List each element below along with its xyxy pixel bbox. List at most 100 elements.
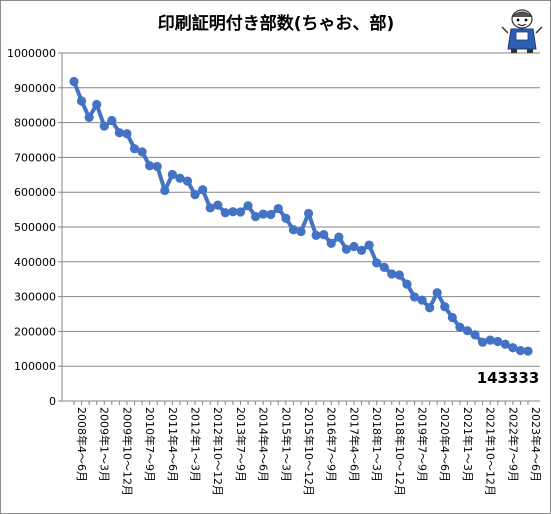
x-tick-label: 2018年10～12月 (393, 407, 407, 496)
data-point (440, 302, 450, 312)
data-point (349, 241, 359, 252)
y-axis-ticks: 0 100000 200000 300000 400000 500000 600000 700… (7, 47, 62, 408)
data-point (500, 339, 510, 349)
data-point (137, 147, 147, 157)
data-point (523, 346, 533, 356)
x-axis-ticks: 2008年4～6月 2009年1～3月 2009年10～12月 2010年7～9月 20… (73, 401, 543, 496)
data-point (114, 128, 124, 138)
data-point (76, 96, 87, 106)
data-point (372, 258, 382, 268)
x-tick-label: 2015年10～12月 (302, 407, 316, 496)
x-tick-label: 2015年1～3月 (279, 407, 293, 482)
y-tick-label: 500000 (14, 221, 56, 234)
x-tick-label: 2021年1～3月 (461, 407, 475, 482)
chart-title: 印刷証明付き部数(ちゃお、部) (158, 13, 395, 34)
x-tick-label: 2012年1～3月 (189, 407, 203, 482)
gridlines (62, 52, 540, 367)
data-point (175, 173, 185, 183)
y-tick-label: 100000 (14, 360, 56, 373)
data-point (319, 230, 329, 240)
data-point (470, 330, 480, 340)
data-point (281, 213, 291, 223)
data-point (356, 245, 367, 255)
y-tick-label: 1000000 (7, 47, 56, 60)
data-point (145, 161, 155, 171)
x-tick-label: 2011年4～6月 (166, 407, 180, 482)
x-tick-label: 2009年1～3月 (98, 407, 112, 482)
x-tick-label: 2009年10～12月 (120, 407, 134, 496)
data-point (152, 161, 162, 172)
data-point (243, 201, 253, 211)
x-tick-label: 2008年4～6月 (75, 407, 89, 482)
data-point (508, 343, 518, 353)
y-tick-label: 900000 (14, 82, 56, 95)
data-point (205, 203, 215, 213)
data-point (341, 244, 351, 254)
data-point (266, 209, 276, 220)
data-point (515, 345, 526, 356)
data-point (213, 200, 223, 210)
data-point (69, 76, 79, 87)
data-point (394, 270, 404, 280)
data-point (129, 144, 140, 154)
data-point (402, 279, 412, 289)
data-point (273, 203, 283, 214)
data-point (493, 336, 503, 347)
data-point (92, 99, 102, 110)
y-tick-label: 700000 (14, 151, 56, 164)
x-tick-label: 2022年7～9月 (506, 407, 520, 482)
y-tick-label: 400000 (14, 256, 56, 269)
data-point (190, 190, 200, 200)
data-point (99, 121, 109, 131)
mascot-logo (501, 9, 543, 53)
data-point (167, 169, 177, 180)
data-point (258, 209, 268, 219)
data-point (364, 240, 374, 250)
data-point (462, 326, 473, 336)
x-tick-label: 2019年7～9月 (416, 407, 430, 482)
data-point (478, 337, 488, 347)
data-point (107, 115, 117, 126)
data-point (160, 185, 170, 196)
data-point (379, 262, 389, 272)
data-point (84, 112, 94, 122)
data-point (311, 230, 321, 240)
data-point (455, 322, 465, 332)
y-tick-label: 300000 (14, 291, 56, 304)
data-point (432, 288, 442, 298)
data-point (251, 211, 261, 222)
data-point (198, 185, 208, 195)
data-point (228, 207, 238, 217)
x-tick-label: 2020年4～6月 (438, 407, 452, 482)
y-tick-label: 600000 (14, 186, 56, 199)
x-tick-label: 2017年4～6月 (347, 407, 361, 482)
y-tick-label: 0 (49, 395, 56, 408)
y-tick-label: 200000 (14, 325, 56, 338)
x-tick-label: 2014年4～6月 (257, 407, 271, 482)
x-tick-label: 2010年7～9月 (143, 407, 157, 482)
x-tick-label: 2012年10～12月 (211, 407, 225, 496)
end-value-label: 143333 (477, 369, 540, 387)
data-point (447, 312, 457, 323)
data-point (220, 208, 230, 218)
data-point (387, 269, 397, 279)
series (69, 76, 533, 356)
x-tick-label: 2018年1～3月 (370, 407, 384, 482)
y-tick-label: 800000 (14, 117, 56, 130)
data-point (122, 129, 132, 139)
data-point (326, 238, 336, 248)
x-tick-label: 2016年7～9月 (325, 407, 339, 482)
data-point (288, 225, 299, 235)
data-point (485, 335, 495, 345)
x-tick-label: 2023年4～6月 (529, 407, 543, 482)
x-tick-label: 2013年7～9月 (234, 407, 248, 482)
data-point (334, 232, 344, 242)
data-point (417, 295, 427, 305)
x-tick-label: 2021年10～12月 (484, 407, 498, 496)
series-line (72, 80, 529, 354)
data-point (296, 226, 306, 237)
data-point (303, 208, 314, 219)
data-point (425, 303, 435, 313)
